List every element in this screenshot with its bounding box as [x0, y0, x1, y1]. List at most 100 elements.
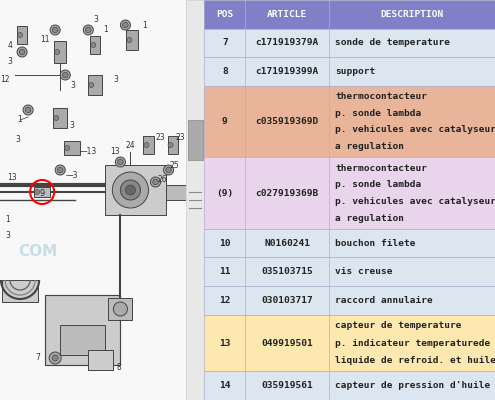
Circle shape: [123, 22, 128, 28]
Bar: [64, 141, 80, 155]
Text: 23: 23: [176, 134, 186, 142]
Text: 4: 4: [7, 42, 12, 50]
Bar: [204, 157, 495, 229]
Text: 9: 9: [222, 117, 228, 126]
Circle shape: [23, 105, 33, 115]
Text: —3: —3: [66, 172, 79, 180]
Bar: [2, 280, 38, 302]
Circle shape: [112, 172, 148, 208]
Text: a regulation: a regulation: [335, 142, 404, 151]
Text: 13: 13: [110, 148, 120, 156]
Circle shape: [120, 20, 131, 30]
Text: liquide de refroid. et huile: liquide de refroid. et huile: [335, 356, 495, 365]
Text: 8: 8: [222, 67, 228, 76]
Circle shape: [166, 167, 171, 173]
Text: 1: 1: [142, 20, 147, 30]
Bar: [105, 165, 165, 215]
Text: 14: 14: [219, 381, 231, 390]
Text: 3: 3: [5, 230, 10, 240]
Text: 12: 12: [0, 76, 10, 84]
Text: (9): (9): [216, 188, 234, 198]
Circle shape: [125, 185, 136, 195]
Circle shape: [115, 157, 125, 167]
Text: 7: 7: [222, 38, 228, 48]
Text: 1: 1: [5, 216, 10, 224]
Text: 9: 9: [40, 188, 45, 198]
Bar: [34, 187, 50, 197]
Circle shape: [35, 190, 40, 194]
Text: 12: 12: [219, 296, 231, 305]
Circle shape: [163, 165, 174, 175]
Text: 035919561: 035919561: [261, 381, 313, 390]
Circle shape: [120, 180, 141, 200]
Circle shape: [54, 50, 60, 54]
Circle shape: [118, 159, 123, 165]
Circle shape: [89, 82, 94, 88]
Text: vis creuse: vis creuse: [335, 267, 393, 276]
Circle shape: [53, 116, 59, 120]
Bar: [60, 325, 105, 355]
Text: 035103715: 035103715: [261, 267, 313, 276]
Bar: [168, 136, 178, 154]
Text: p. vehicules avec catalyseur: p. vehicules avec catalyseur: [335, 125, 495, 134]
Circle shape: [65, 146, 70, 150]
Text: p. sonde lambda: p. sonde lambda: [335, 180, 421, 189]
Circle shape: [55, 165, 65, 175]
Circle shape: [57, 167, 63, 173]
Circle shape: [62, 72, 68, 78]
Text: 1: 1: [103, 26, 108, 34]
Bar: [144, 136, 153, 154]
Bar: [204, 0, 495, 29]
Circle shape: [168, 142, 173, 148]
Text: c027919369B: c027919369B: [255, 188, 319, 198]
Circle shape: [19, 49, 25, 55]
Text: p. sonde lambda: p. sonde lambda: [335, 109, 421, 118]
Text: —13: —13: [80, 148, 97, 156]
Text: 13: 13: [219, 338, 231, 348]
Bar: [204, 57, 495, 86]
Text: 11: 11: [219, 267, 231, 276]
Bar: [204, 286, 495, 315]
Bar: [165, 185, 186, 200]
Text: thermocontacteur: thermocontacteur: [335, 92, 427, 101]
Bar: [204, 315, 495, 371]
Circle shape: [127, 38, 132, 42]
Text: 11: 11: [41, 36, 50, 44]
Text: c171919379A: c171919379A: [255, 38, 319, 48]
Text: bouchon filete: bouchon filete: [335, 239, 416, 248]
Text: 049919501: 049919501: [261, 338, 313, 348]
Bar: [90, 36, 100, 54]
Text: 10: 10: [219, 239, 231, 248]
Text: 1: 1: [18, 116, 22, 124]
Circle shape: [144, 142, 149, 148]
Text: 3: 3: [16, 136, 20, 144]
Bar: [54, 41, 66, 63]
Text: a regulation: a regulation: [335, 214, 404, 222]
Text: c171919399A: c171919399A: [255, 67, 319, 76]
Bar: [88, 350, 113, 370]
Text: N0160241: N0160241: [264, 239, 310, 248]
Circle shape: [52, 355, 58, 361]
Bar: [204, 86, 495, 157]
Bar: [188, 120, 202, 160]
Circle shape: [50, 25, 60, 35]
Text: COM: COM: [18, 244, 57, 260]
Circle shape: [113, 302, 127, 316]
Circle shape: [60, 70, 70, 80]
Circle shape: [91, 42, 96, 48]
Circle shape: [49, 352, 61, 364]
Text: support: support: [335, 67, 375, 76]
Text: 7: 7: [36, 354, 41, 362]
Text: 030103717: 030103717: [261, 296, 313, 305]
Text: ARTICLE: ARTICLE: [267, 10, 307, 19]
Text: 25: 25: [170, 160, 179, 170]
Text: thermocontacteur: thermocontacteur: [335, 164, 427, 173]
Text: p. vehicules avec catalyseur: p. vehicules avec catalyseur: [335, 197, 495, 206]
Text: p. indicateur temperaturede: p. indicateur temperaturede: [335, 338, 491, 348]
Circle shape: [153, 179, 158, 185]
Text: 3: 3: [70, 120, 75, 130]
Circle shape: [25, 107, 31, 113]
Text: 13: 13: [7, 174, 17, 182]
Text: c035919369D: c035919369D: [255, 117, 319, 126]
Text: 3: 3: [71, 80, 76, 90]
